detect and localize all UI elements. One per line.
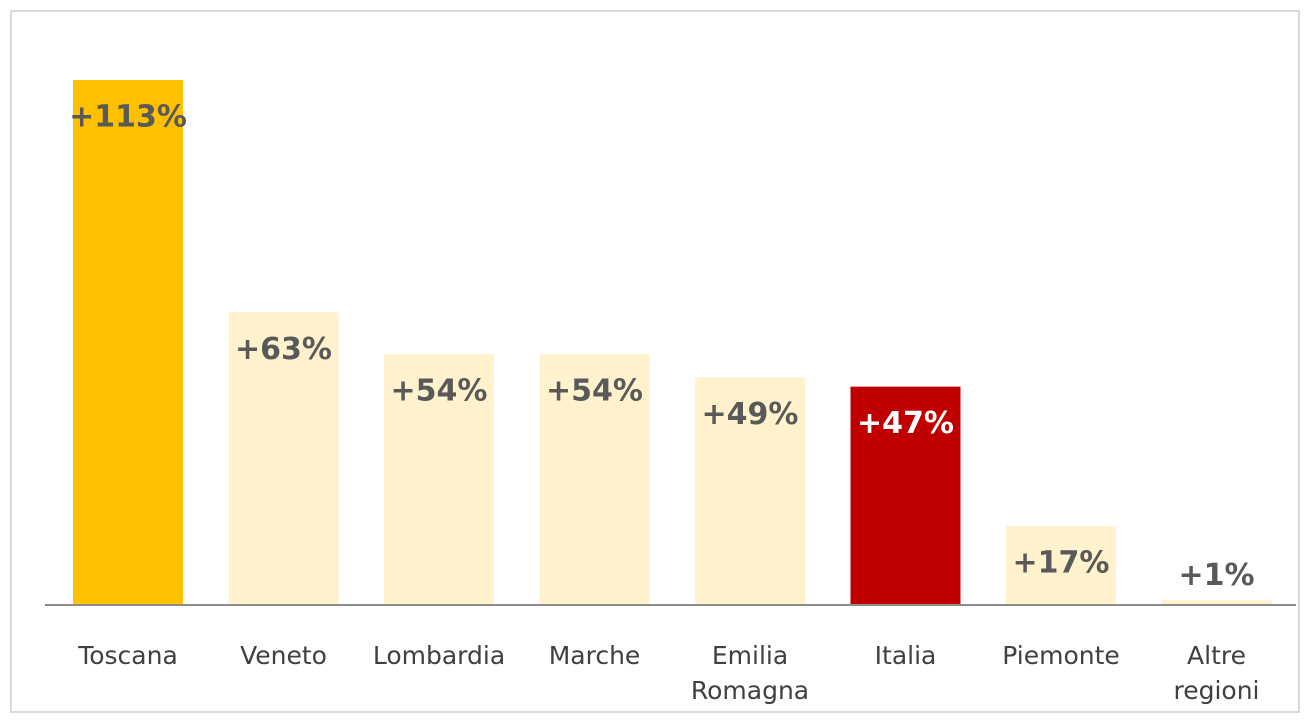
value-label: +17%	[1013, 546, 1110, 581]
x-tick-label: Marche	[548, 641, 641, 670]
bar	[384, 354, 494, 605]
x-tick-label: Altre regioni	[1173, 641, 1260, 705]
value-label: +54%	[546, 374, 643, 409]
bar	[850, 386, 961, 605]
chart-frame	[10, 10, 1300, 713]
bar	[1161, 600, 1272, 605]
x-tick-label: Piemonte	[1002, 641, 1120, 670]
x-tick-label: Emilia Romagna	[690, 641, 810, 705]
value-label: +54%	[391, 374, 488, 409]
bar	[228, 312, 339, 605]
value-label: +1%	[1178, 558, 1254, 593]
bar	[1006, 526, 1116, 605]
x-tick-label: Lombardia	[372, 641, 506, 670]
bar	[539, 354, 650, 605]
bar	[73, 80, 183, 605]
x-tick-label: Italia	[874, 641, 937, 670]
value-label: +63%	[235, 332, 332, 367]
x-tick-label: Toscana	[78, 641, 178, 670]
value-label: +49%	[702, 397, 799, 432]
x-tick-label: Veneto	[240, 641, 327, 670]
value-label: +47%	[857, 406, 954, 441]
bar	[695, 377, 805, 605]
value-label: +113%	[69, 100, 187, 135]
